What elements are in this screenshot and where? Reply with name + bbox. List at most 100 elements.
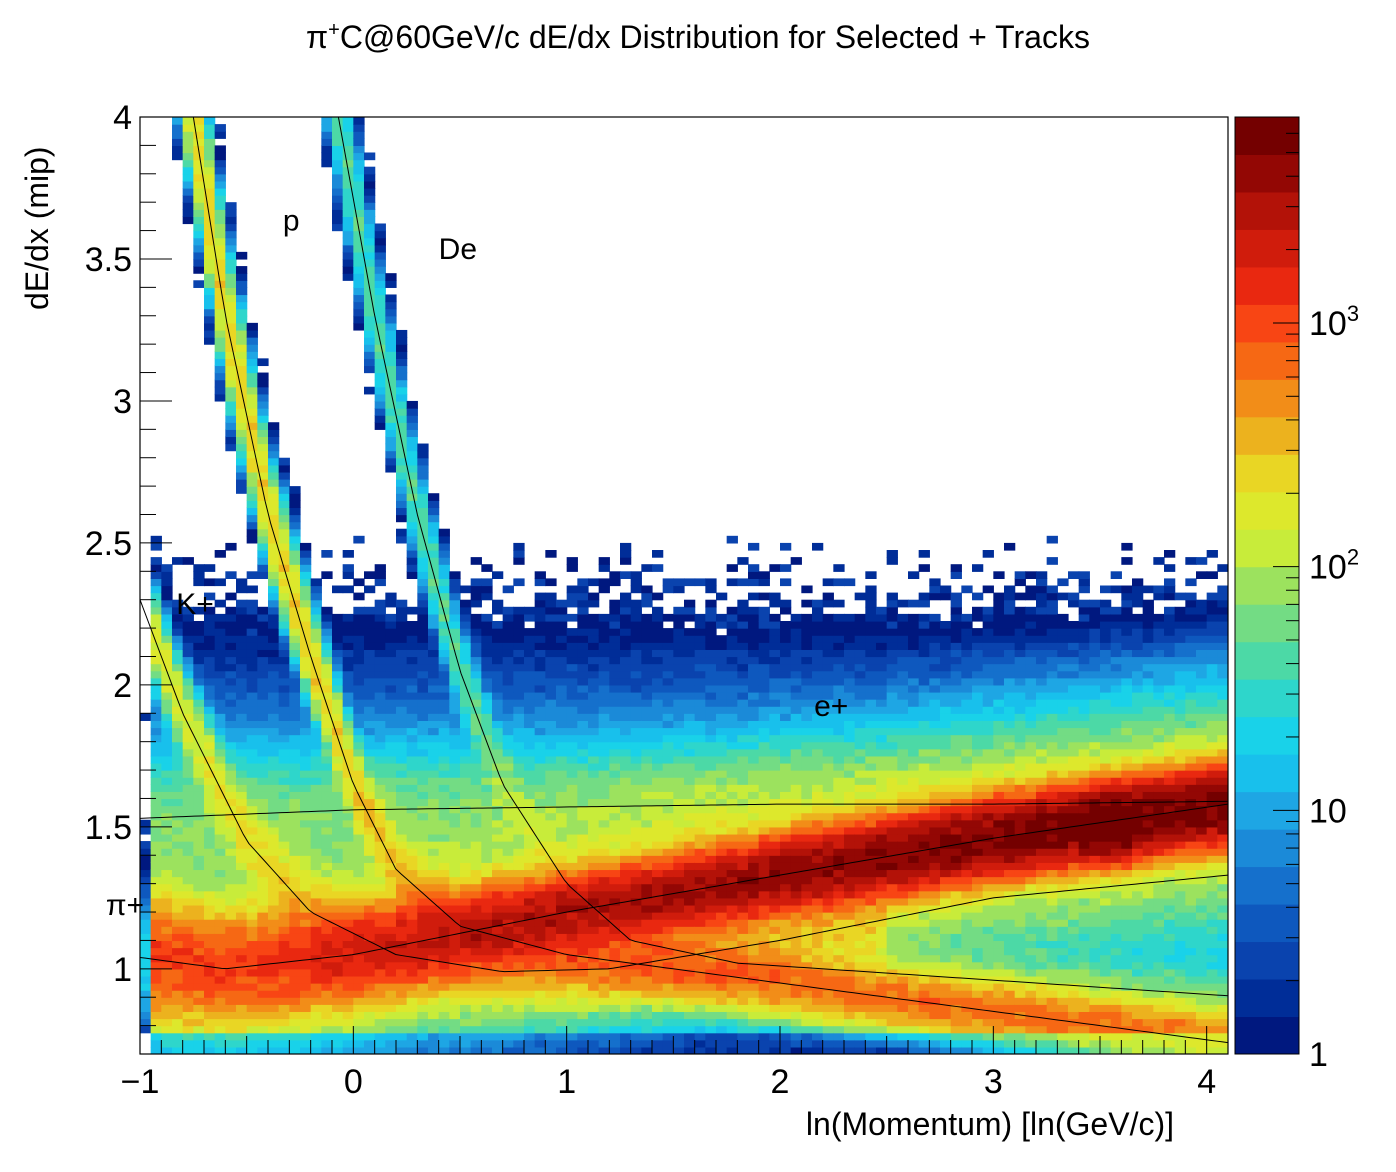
heatmap-cell <box>822 812 834 821</box>
heatmap-cell <box>150 720 162 729</box>
heatmap-cell <box>748 826 760 835</box>
heatmap-cell <box>300 848 312 856</box>
heatmap-cell <box>438 947 450 956</box>
heatmap-cell <box>385 628 397 636</box>
heatmap-cell <box>737 791 749 800</box>
heatmap-cell <box>822 699 834 707</box>
heatmap-cell <box>182 741 194 750</box>
heatmap-cell <box>268 755 280 764</box>
heatmap-cell <box>630 762 642 771</box>
heatmap-cell <box>684 826 696 835</box>
heatmap-cell <box>822 954 834 963</box>
heatmap-cell <box>268 975 280 984</box>
heatmap-cell <box>438 805 450 814</box>
heatmap-cell <box>396 471 408 480</box>
heatmap-cell <box>577 968 589 977</box>
heatmap-cell <box>268 585 280 594</box>
heatmap-cell <box>502 748 514 757</box>
heatmap-cell <box>268 642 280 650</box>
heatmap-cell <box>406 961 418 970</box>
heatmap-cell <box>193 663 205 672</box>
heatmap-cell <box>182 876 194 885</box>
heatmap-cell <box>257 564 269 572</box>
heatmap-cell <box>502 1011 514 1020</box>
heatmap-cell <box>406 968 418 977</box>
heatmap-cell <box>353 656 365 665</box>
heatmap-cell <box>214 826 226 835</box>
heatmap-cell <box>225 315 237 324</box>
heatmap-cell <box>492 1018 504 1027</box>
heatmap-cell <box>588 677 600 686</box>
heatmap-cell <box>780 777 792 785</box>
heatmap-cell <box>204 592 216 601</box>
heatmap-cell <box>588 578 600 587</box>
heatmap-cell <box>545 954 557 963</box>
heatmap-cell <box>566 741 578 750</box>
heatmap-cell <box>182 926 194 934</box>
heatmap-cell <box>684 812 696 821</box>
heatmap-cell <box>673 684 685 693</box>
heatmap-cell <box>428 635 440 643</box>
heatmap-cell <box>182 124 194 132</box>
heatmap-cell <box>588 762 600 771</box>
heatmap-cell <box>481 883 493 892</box>
heatmap-cell <box>332 656 344 665</box>
heatmap-cell <box>513 748 525 757</box>
heatmap-cell <box>225 613 237 622</box>
heatmap-cell <box>278 947 290 956</box>
heatmap-cell <box>225 762 237 771</box>
heatmap-cell <box>502 869 514 878</box>
heatmap-cell <box>673 912 685 920</box>
heatmap-cell <box>214 1004 226 1013</box>
heatmap-cell <box>748 656 760 665</box>
heatmap-cell <box>438 990 450 998</box>
heatmap-cell <box>289 762 301 771</box>
heatmap-cell <box>470 557 482 565</box>
heatmap-cell <box>342 1004 354 1013</box>
heatmap-cell <box>769 983 781 991</box>
heatmap-cell <box>278 1039 290 1048</box>
heatmap-cell <box>268 521 280 530</box>
heatmap-cell <box>662 663 674 672</box>
heatmap-cell <box>353 287 365 296</box>
heatmap-cell <box>758 741 770 750</box>
heatmap-cell <box>204 273 216 281</box>
heatmap-cell <box>182 209 194 217</box>
heatmap-cell <box>438 819 450 828</box>
heatmap-cell <box>321 699 333 707</box>
heatmap-cell <box>364 706 376 714</box>
heatmap-cell <box>353 166 365 175</box>
heatmap-cell <box>438 997 450 1005</box>
heatmap-cell <box>385 777 397 785</box>
heatmap-cell <box>588 1018 600 1027</box>
heatmap-cell <box>566 585 578 594</box>
heatmap-cell <box>438 649 450 658</box>
heatmap-cell <box>278 755 290 764</box>
heatmap-cell <box>705 741 717 750</box>
heatmap-cell <box>844 777 856 785</box>
heatmap-cell <box>214 855 226 863</box>
heatmap-cell <box>812 968 824 977</box>
heatmap-cell <box>822 919 834 927</box>
heatmap-cell <box>300 897 312 906</box>
heatmap-cell <box>609 990 621 998</box>
heatmap-cell <box>172 663 184 672</box>
heatmap-cell <box>534 727 546 736</box>
heatmap-cell <box>182 933 194 942</box>
heatmap-cell <box>289 1011 301 1020</box>
heatmap-cell <box>204 833 216 842</box>
heatmap-cell <box>332 1046 344 1054</box>
heatmap-cell <box>524 720 536 729</box>
heatmap-cell <box>374 734 386 743</box>
heatmap-cell <box>748 940 760 949</box>
heatmap-cell <box>225 848 237 856</box>
heatmap-cell <box>364 848 376 856</box>
heatmap-cell <box>204 968 216 977</box>
heatmap-cell <box>588 649 600 658</box>
heatmap-cell <box>534 663 546 672</box>
heatmap-cell <box>396 358 408 367</box>
heatmap-cell <box>364 606 376 615</box>
heatmap-cell <box>172 734 184 743</box>
heatmap-cell <box>140 983 152 991</box>
heatmap-cell <box>182 202 194 210</box>
